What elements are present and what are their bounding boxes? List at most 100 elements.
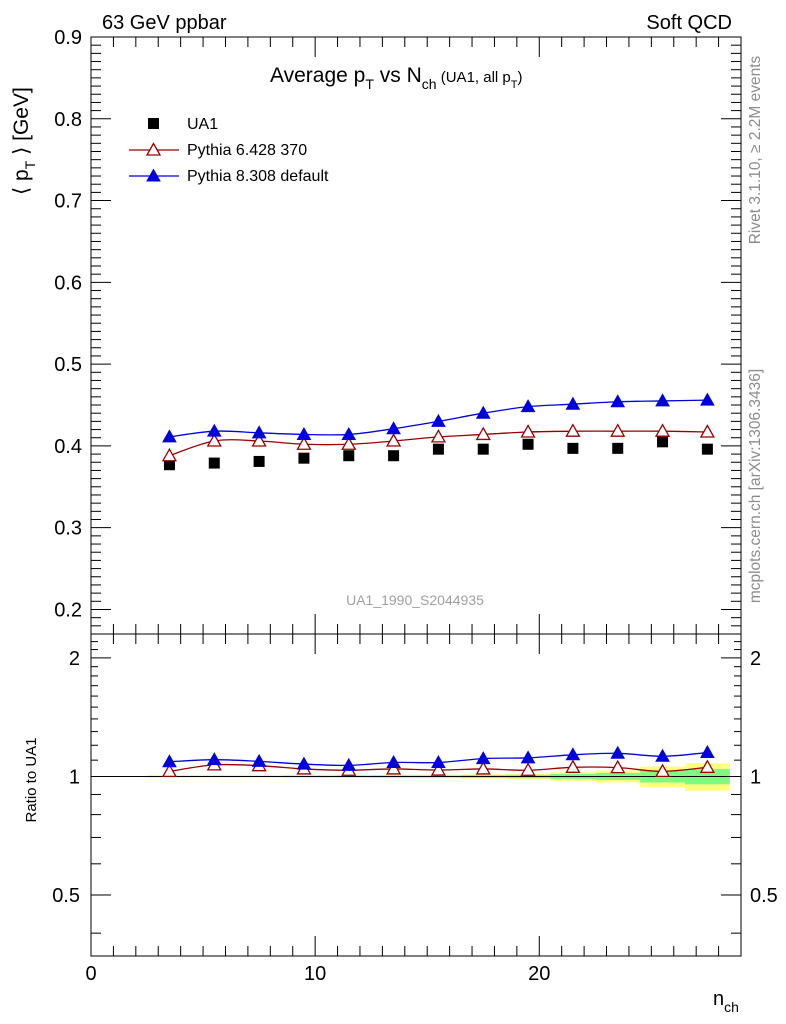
ratio-plot-frame — [90, 633, 742, 957]
legend-marker-filled-triangle — [146, 168, 161, 182]
main-y-tick-label: 0.8 — [54, 109, 82, 131]
ratio-y-tick-label-left: 1 — [69, 766, 80, 788]
ratio-plot-panel: 0.5 1 2 0.5 1 2 0 10 20 Ratio to UA1 nch — [23, 633, 778, 1015]
ratio-data-point-open-triangle — [430, 762, 447, 776]
legend-item-pythia6: Pythia 6.428 370 — [129, 142, 307, 159]
chart-title-paren: (UA1, all p — [437, 69, 511, 86]
chart-title-paren-sub: T — [511, 79, 518, 91]
main-y-axis-label-left: ⟨ p — [10, 169, 33, 195]
data-point-filled-triangle — [386, 421, 401, 435]
data-point-filled-triangle — [296, 426, 312, 440]
main-y-tick-label: 0.7 — [54, 191, 82, 213]
ratio-x-tick-labels: 0 10 20 — [85, 963, 550, 985]
ratio-data-point-filled-triangle — [251, 753, 267, 767]
ratio-y-tick-label-left: 0.5 — [52, 885, 80, 907]
ratio-data-point-filled-triangle — [296, 756, 312, 770]
ratio-data-point-filled-triangle — [700, 745, 715, 759]
data-point-open-triangle — [565, 423, 581, 437]
chart-title-mid-sub: ch — [422, 76, 437, 92]
ratio-data-point-open-triangle — [565, 759, 581, 773]
x-tick-label: 20 — [528, 963, 550, 985]
data-point-filled-triangle — [206, 423, 222, 437]
data-point-open-triangle — [251, 433, 267, 447]
ratio-data-point-open-triangle — [699, 759, 715, 773]
chart-title-main: Average p — [270, 64, 365, 87]
data-point-open-triangle — [699, 424, 715, 438]
legend: UA1 Pythia 6.428 370 Pythia 8.308 defaul… — [129, 116, 329, 185]
data-point-filled-triangle — [251, 425, 267, 439]
ratio-data-point-open-triangle — [475, 761, 491, 775]
ratio-y-tick-label-left: 2 — [69, 648, 80, 670]
data-point-filled-triangle — [610, 394, 626, 408]
main-y-tick-label: 0.9 — [54, 27, 82, 49]
main-y-tick-labels: 0.2 0.3 0.4 0.5 0.6 0.7 0.8 0.9 — [54, 27, 82, 621]
legend-item-ua1: UA1 — [148, 116, 218, 133]
main-y-tick-label: 0.6 — [54, 272, 82, 294]
data-point-open-triangle — [385, 433, 402, 447]
main-y-axis-label-sub: T — [22, 160, 38, 169]
main-y-tick-label: 0.2 — [54, 599, 82, 621]
ratio-data-point-filled-triangle — [386, 754, 401, 768]
data-point-square — [612, 442, 624, 454]
mcplots-label: mcplots.cern.ch [arXiv:1306.3436] — [747, 369, 764, 603]
data-point-filled-triangle — [162, 429, 177, 443]
ratio-data-point-filled-triangle — [565, 747, 581, 761]
data-point-square — [388, 450, 400, 462]
data-point-filled-triangle — [431, 413, 446, 427]
legend-item-pythia8: Pythia 8.308 default — [129, 168, 329, 185]
data-point-filled-triangle — [565, 396, 581, 410]
chart-title: Average pT vs Nch (UA1, all pT) — [270, 64, 523, 92]
data-point-filled-triangle — [341, 426, 357, 440]
main-y-tick-label: 0.5 — [54, 354, 82, 376]
ratio-data-point-filled-triangle — [162, 754, 177, 768]
analysis-watermark: UA1_1990_S2044935 — [346, 592, 484, 608]
data-point-square — [477, 443, 489, 455]
data-point-open-triangle — [206, 433, 222, 447]
data-point-square — [253, 455, 265, 467]
data-point-filled-triangle — [520, 399, 536, 413]
header-left: 63 GeV ppbar — [102, 12, 227, 34]
ratio-data-point-open-triangle — [520, 762, 536, 776]
data-point-open-triangle — [296, 436, 312, 450]
legend-marker-open-triangle — [145, 142, 162, 156]
ratio-data-point-open-triangle — [610, 759, 626, 774]
main-axis-ticks — [90, 36, 742, 635]
data-point-open-triangle — [430, 429, 447, 443]
data-point-filled-triangle — [655, 393, 670, 407]
data-point-square — [208, 457, 220, 469]
chart-title-paren-end: ) — [518, 69, 523, 86]
ratio-axis-ticks — [90, 634, 742, 956]
data-point-open-triangle — [610, 423, 626, 437]
legend-label-ua1: UA1 — [187, 116, 218, 133]
x-axis-label: nch — [713, 988, 739, 1015]
main-y-axis-label-right: ⟩ [GeV] — [10, 87, 33, 161]
ratio-data-point-filled-triangle — [431, 754, 446, 768]
ratio-data-point-open-triangle — [161, 763, 178, 778]
data-point-square — [298, 452, 310, 464]
main-y-tick-label: 0.3 — [54, 518, 82, 540]
data-point-square — [567, 442, 579, 454]
ratio-data-point-filled-triangle — [610, 745, 626, 759]
data-point-square — [522, 438, 534, 450]
data-point-filled-triangle — [475, 405, 491, 419]
data-point-open-triangle — [654, 423, 671, 437]
ratio-data-point-filled-triangle — [206, 752, 222, 766]
data-point-filled-triangle — [700, 392, 715, 406]
rivet-label: Rivet 3.1.10, ≥ 2.2M events — [747, 55, 764, 244]
data-point-square — [163, 459, 175, 471]
ratio-y-tick-label-right: 2 — [750, 648, 761, 670]
chart-title-main-sub: T — [365, 76, 374, 92]
data-point-square — [343, 450, 355, 462]
ratio-data-point-filled-triangle — [655, 748, 670, 762]
chart-title-mid: vs N — [374, 64, 422, 87]
data-point-square — [701, 443, 713, 455]
ratio-y-tick-label-right: 0.5 — [750, 885, 778, 907]
ratio-y-tick-label-right: 1 — [750, 766, 761, 788]
data-point-square — [432, 443, 444, 455]
legend-marker-square — [148, 118, 159, 129]
x-tick-label: 0 — [85, 963, 96, 985]
legend-label-pythia8: Pythia 8.308 default — [187, 168, 329, 185]
x-axis-label-sub: ch — [724, 999, 739, 1015]
legend-label-pythia6: Pythia 6.428 370 — [187, 142, 307, 159]
